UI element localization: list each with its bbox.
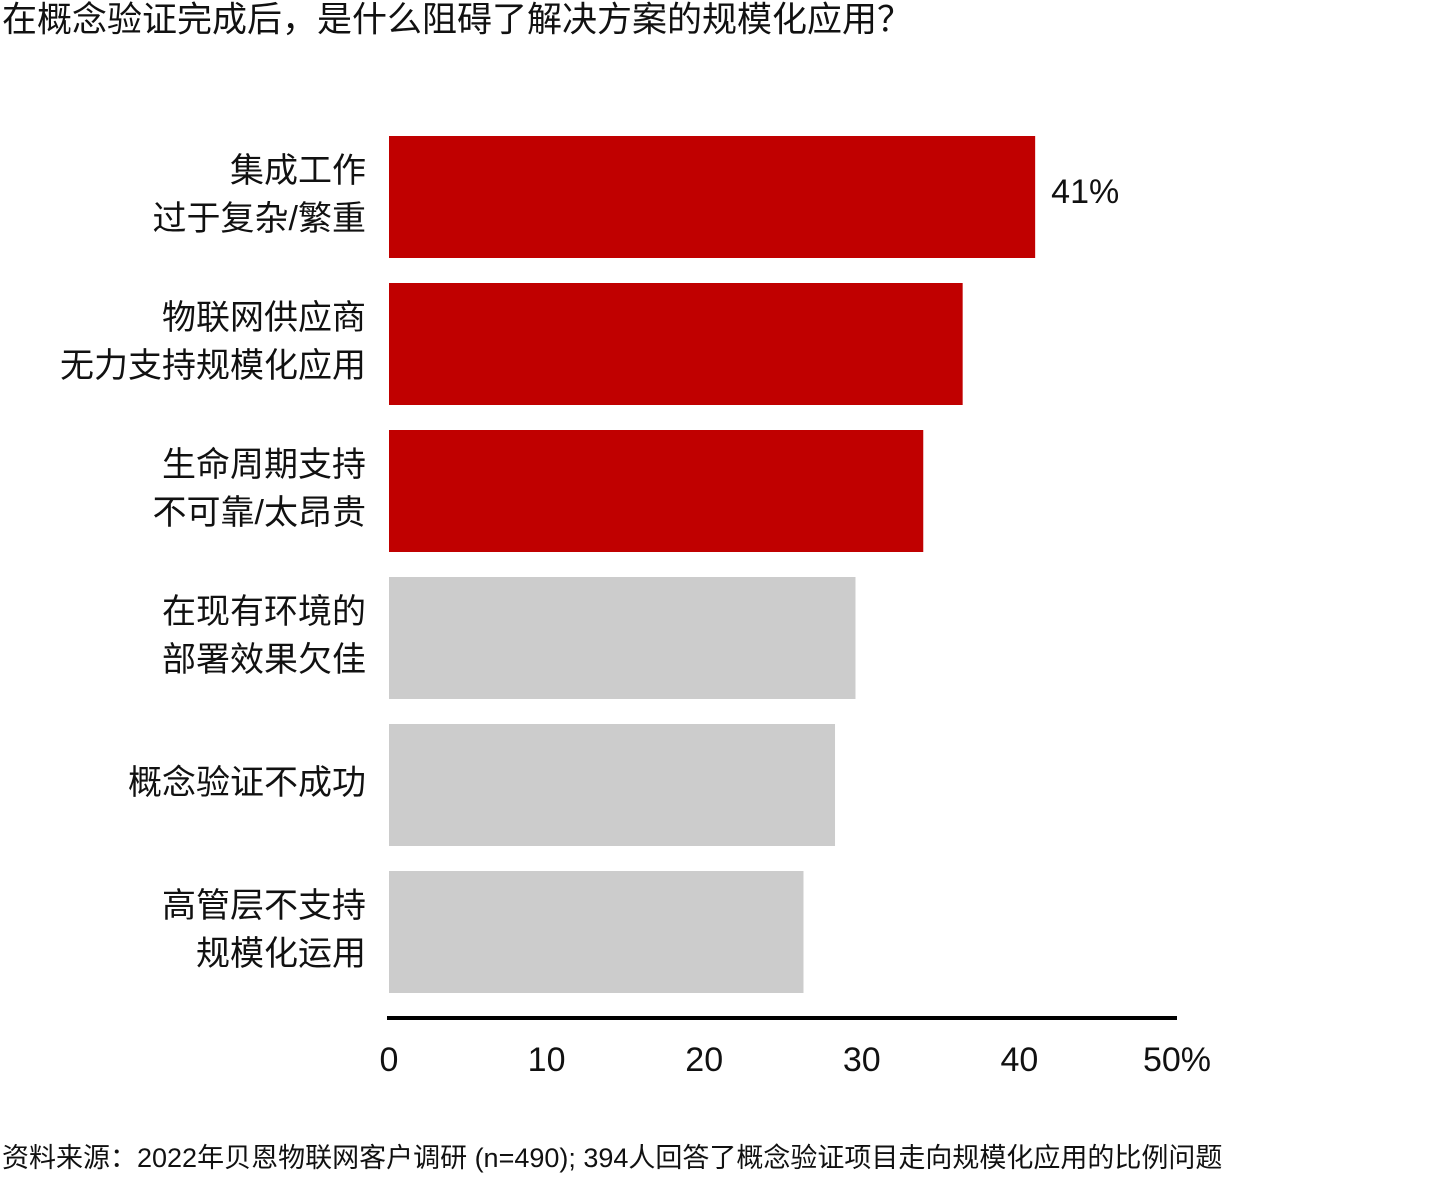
bar [389,283,963,405]
bar [389,871,804,993]
bar [389,577,856,699]
source-note: 资料来源：2022年贝恩物联网客户调研 (n=490); 394人回答了概念验证… [2,1143,1222,1173]
y-tick-label: 生命周期支持 [162,446,366,484]
y-tick-label: 规模化运用 [196,935,366,973]
bar [389,136,1036,258]
x-tick-label: 0 [380,1041,399,1079]
y-tick-label: 集成工作 [230,152,366,190]
y-tick-label: 概念验证不成功 [128,764,366,802]
bar [389,724,836,846]
x-tick-label: 40 [1000,1041,1038,1079]
y-tick-label: 部署效果欠佳 [162,641,366,679]
x-tick-label: 10 [528,1041,566,1079]
x-tick-label: 50% [1143,1041,1211,1079]
y-tick-label: 过于复杂/繁重 [153,200,366,238]
value-label: 41% [1051,173,1119,211]
bar [389,430,924,552]
y-tick-label: 物联网供应商 [162,299,366,337]
x-tick-label: 20 [685,1041,723,1079]
x-tick-label: 30 [843,1041,881,1079]
y-tick-label: 高管层不支持 [162,887,366,925]
y-tick-label: 不可靠/太昂贵 [153,494,366,532]
y-tick-label: 在现有环境的 [162,593,366,631]
chart-title: 在概念验证完成后，是什么阻碍了解决方案的规模化应用？ [2,0,912,39]
y-tick-label: 无力支持规模化应用 [60,347,366,385]
